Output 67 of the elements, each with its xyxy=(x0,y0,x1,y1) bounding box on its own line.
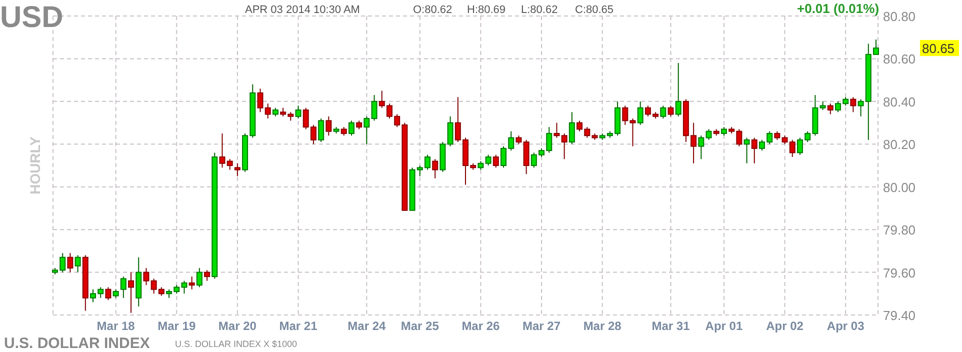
candlestick xyxy=(523,139,530,175)
candlestick xyxy=(485,154,492,166)
y-tick-label: 80.20 xyxy=(883,137,916,152)
candlestick xyxy=(188,276,195,290)
candlestick xyxy=(348,120,354,136)
candlestick xyxy=(561,132,568,160)
candlestick xyxy=(364,116,370,145)
candlestick xyxy=(143,268,150,286)
candlestick xyxy=(74,254,81,273)
text: H:80.69 xyxy=(467,4,506,16)
chart-title: USD xyxy=(0,1,64,34)
text: L:80.62 xyxy=(521,4,558,16)
y-tick-label: 80.40 xyxy=(883,94,916,110)
candlestick xyxy=(668,105,674,117)
candlestick xyxy=(318,118,324,143)
candlestick xyxy=(432,158,438,179)
x-tick-label: Mar 19 xyxy=(158,319,196,333)
x-tick-label: Mar 18 xyxy=(96,319,136,333)
candlestick xyxy=(554,122,560,138)
x-tick-label: Mar 31 xyxy=(652,319,690,333)
y-tick-label: 80.00 xyxy=(883,180,916,195)
text: U.S. DOLLAR INDEX X $1000 xyxy=(175,339,298,349)
candlestick xyxy=(196,268,202,288)
candlestick xyxy=(67,252,74,273)
y-tick-label: 79.80 xyxy=(883,222,916,238)
text: O:80.62 xyxy=(413,4,452,16)
candlestick xyxy=(120,276,126,298)
x-tick-label: Mar 20 xyxy=(218,319,257,333)
x-tick-label: Mar 24 xyxy=(348,319,386,333)
chart-subtitle: APR 03 2014 10:30 AM xyxy=(245,4,360,16)
candlestick xyxy=(568,112,575,145)
y-tick-label: 80.80 xyxy=(883,9,916,24)
candlestick xyxy=(234,162,240,177)
candlestick xyxy=(204,270,210,282)
candlestick xyxy=(698,135,704,160)
candlestick xyxy=(219,132,226,168)
x-tick-label: Mar 25 xyxy=(400,319,440,333)
y-tick-label: 79.40 xyxy=(883,308,916,323)
candlestick xyxy=(326,116,332,136)
x-tick-label: Apr 02 xyxy=(766,319,804,333)
candlestick xyxy=(637,100,644,126)
candlestick xyxy=(827,103,834,115)
candlestick xyxy=(128,272,134,314)
candlestick xyxy=(706,128,712,140)
candlestick xyxy=(295,105,302,120)
candlestick xyxy=(744,137,750,164)
y-tick-label: 79.60 xyxy=(883,265,916,280)
candlestick xyxy=(105,286,112,301)
text: +0.01 (0.01%) xyxy=(797,1,880,16)
x-tick-label: Mar 28 xyxy=(583,319,622,333)
x-tick-label: Apr 03 xyxy=(826,319,865,333)
candlestick xyxy=(751,137,758,164)
x-tick-label: Mar 26 xyxy=(462,319,500,333)
text: C:80.65 xyxy=(575,4,614,16)
candlestick xyxy=(675,62,682,117)
candlestick xyxy=(850,96,856,113)
candlestick xyxy=(447,116,454,147)
candlestick xyxy=(226,158,233,170)
x-tick-label: Mar 21 xyxy=(279,319,318,333)
candlestick xyxy=(492,154,499,168)
x-tick-label: Mar 27 xyxy=(522,319,561,333)
x-tick-label: Apr 01 xyxy=(705,319,743,333)
candlestick xyxy=(660,105,666,120)
text: 80.65 xyxy=(922,41,955,56)
text: U.S. DOLLAR INDEX xyxy=(4,335,150,352)
y-tick-label: 80.60 xyxy=(883,52,916,67)
candlestick xyxy=(371,94,378,122)
